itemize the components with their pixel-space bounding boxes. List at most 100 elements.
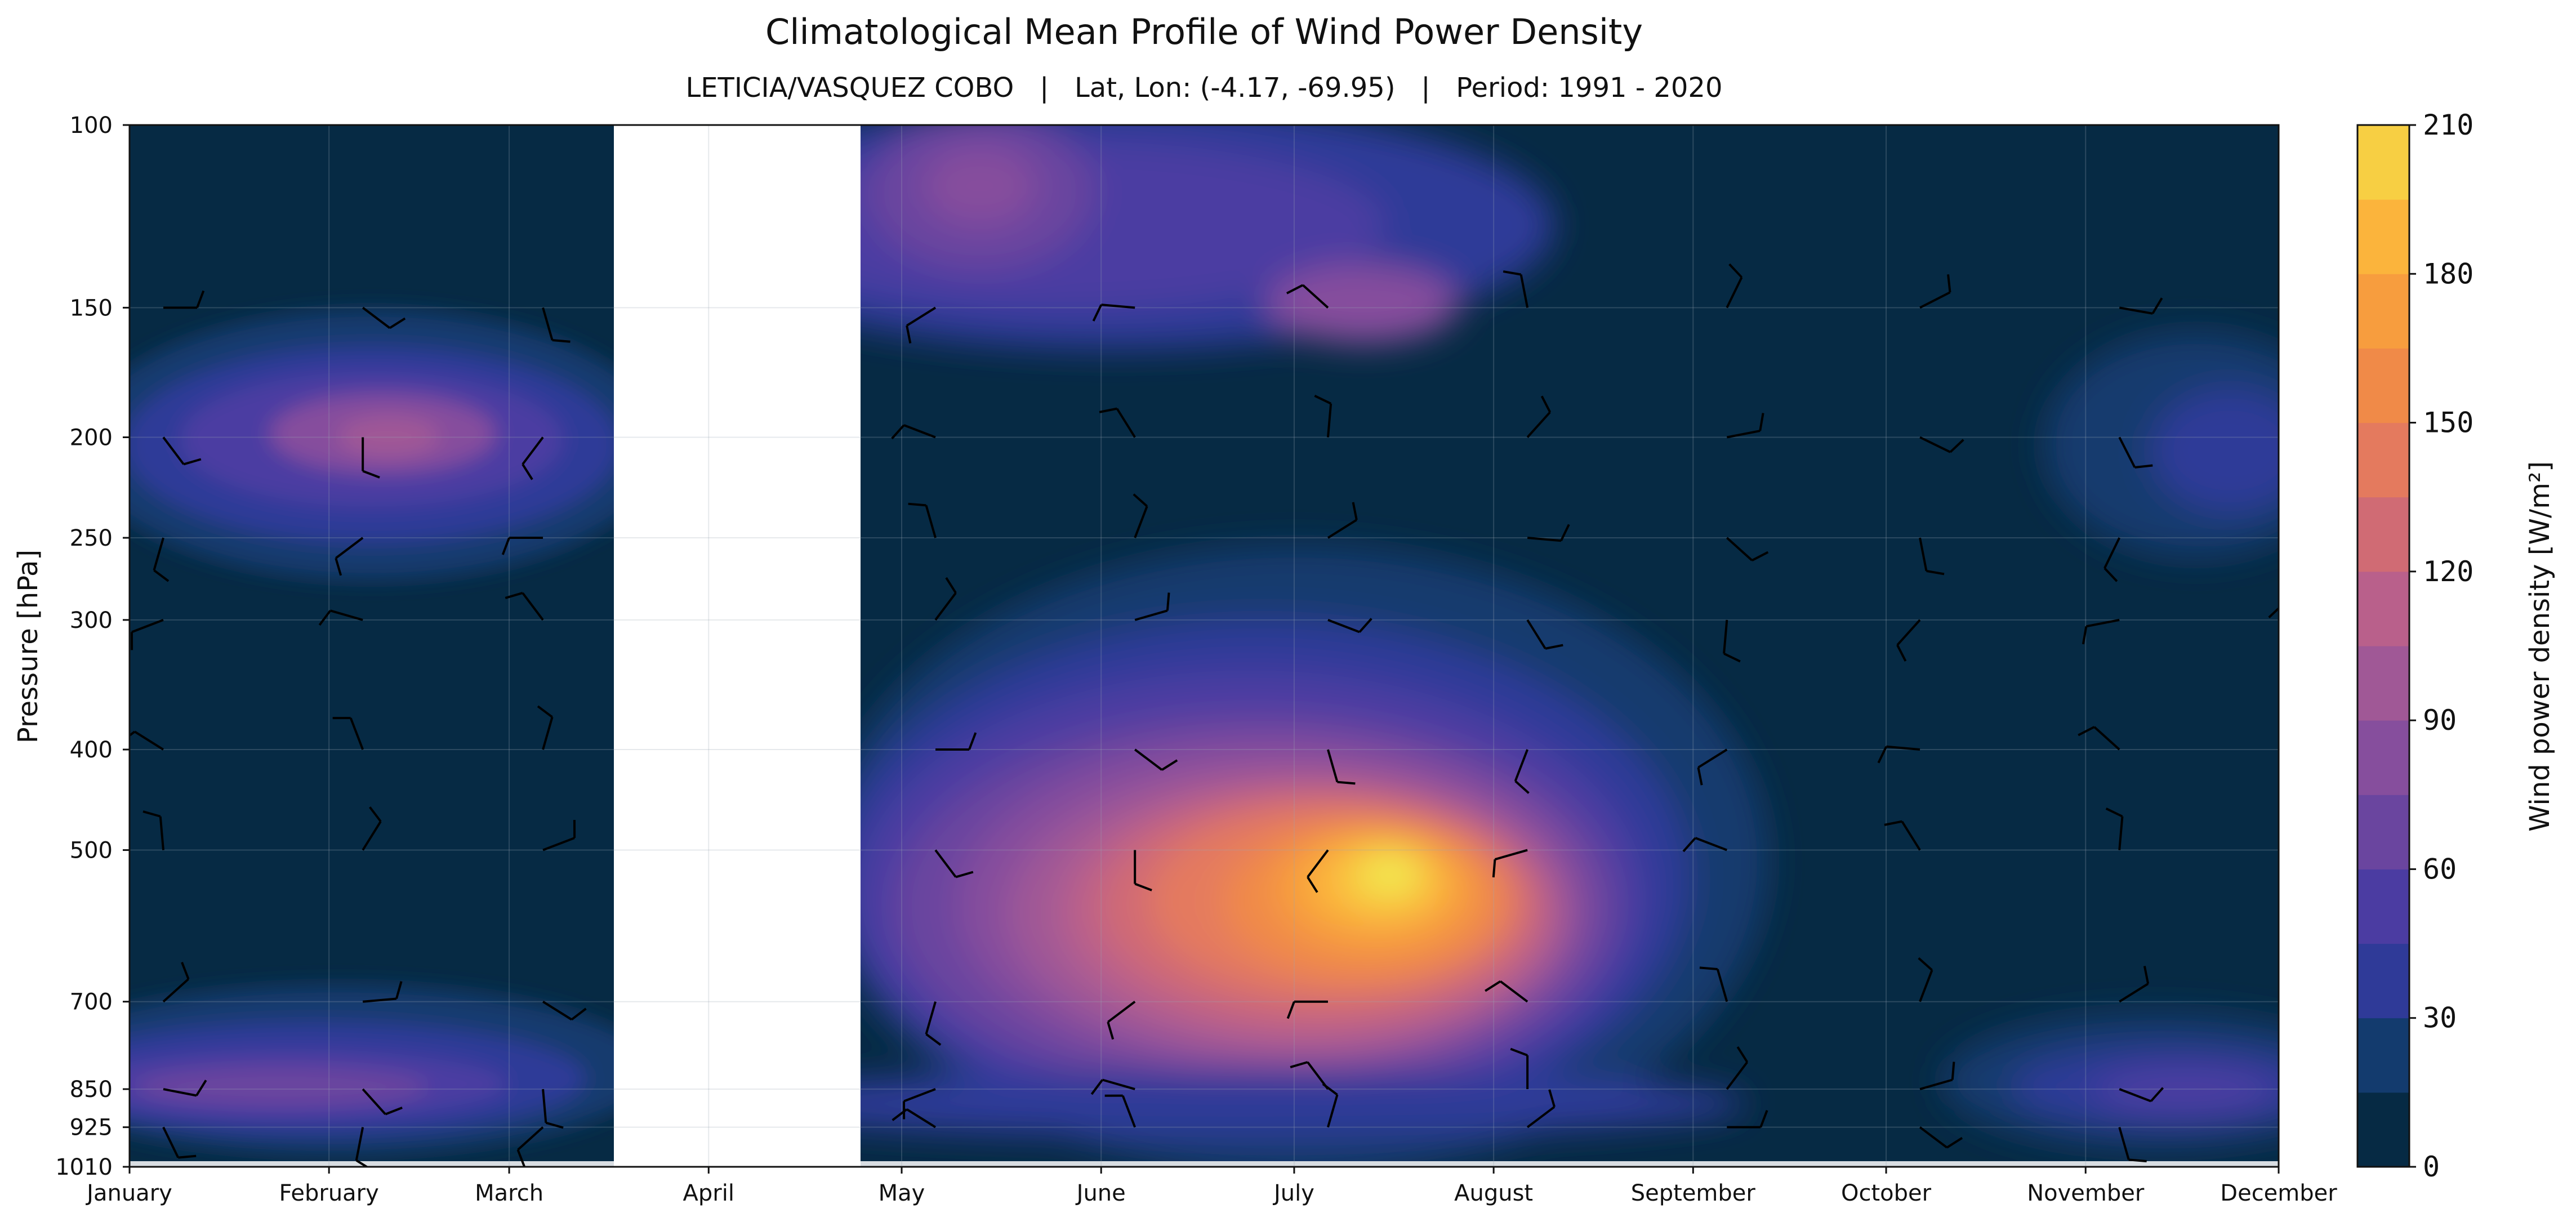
wind-barb-shaft — [1697, 748, 1728, 769]
wind-barb-shaft — [1307, 849, 1329, 878]
wind-barb-flag — [2128, 1158, 2147, 1163]
wind-barb-flag — [362, 470, 380, 479]
colorbar-segment — [2357, 199, 2409, 274]
wind-barb-flag — [2330, 1114, 2348, 1118]
wind-barb-flag — [153, 569, 170, 582]
wpd-nov-dec-lower-peak — [2095, 1067, 2275, 1112]
wind-barb-shaft — [362, 820, 382, 851]
wind-barb-shaft — [2312, 825, 2335, 850]
wind-barb-shaft — [162, 1126, 180, 1158]
colorbar: 0 30 60 90 120 150 180 210 — [2356, 109, 2474, 1183]
wind-barb-shaft — [1134, 506, 1148, 538]
wind-barb-flag — [2134, 464, 2153, 469]
colorbar-segment — [2357, 1018, 2409, 1093]
colorbar-tick-label: 30 — [2423, 1002, 2457, 1034]
wind-barb-shaft — [1327, 519, 1357, 539]
colorbar-segment — [2357, 869, 2409, 944]
wind-barb-flag — [196, 290, 205, 309]
wind-barb-shaft — [1723, 619, 1728, 654]
y-tick-label: 250 — [70, 525, 113, 551]
wind-barb-shaft — [134, 730, 164, 751]
wind-barb-flag — [1503, 270, 1522, 276]
wpd-lowlevel-band — [732, 1070, 1746, 1138]
wind-barb-flag — [1133, 493, 1148, 507]
colorbar-tick-label: 60 — [2423, 853, 2457, 885]
wind-barb-shaft — [329, 609, 363, 621]
x-tick-label: March — [475, 1180, 543, 1206]
wind-barb-shaft — [1116, 408, 1136, 438]
surface-strip-gap — [614, 1161, 861, 1167]
wind-barb-shaft — [1134, 609, 1168, 621]
wind-barb-flag — [1090, 1079, 1104, 1095]
wind-barb-shaft — [1919, 436, 1951, 453]
wind-barb-shaft — [355, 1127, 364, 1161]
colorbar-tick-label: 150 — [2423, 407, 2474, 439]
colorbar-segment — [2357, 795, 2409, 869]
colorbar-segment — [2357, 571, 2409, 646]
wind-barb-shaft — [363, 997, 397, 1003]
y-tick-label: 700 — [70, 989, 113, 1015]
wind-barb-shaft — [903, 1088, 936, 1103]
y-axis-ticks: 100 150 200 250 300 400 500 700 850 925 1010 — [55, 113, 130, 1180]
wind-barb-shaft — [903, 424, 936, 439]
wind-barb-flag — [178, 1154, 197, 1159]
wind-barb-shaft — [335, 537, 364, 559]
y-tick-label: 850 — [70, 1077, 113, 1103]
wind-barb-flag — [1697, 767, 1703, 786]
wind-barb-shaft — [522, 436, 544, 465]
x-tick-label: June — [1075, 1180, 1126, 1206]
wind-barb-flag — [1337, 781, 1356, 785]
wind-barb-flag — [925, 1033, 942, 1046]
wind-barb-shaft — [2093, 726, 2120, 751]
wind-barb-shaft — [2118, 1127, 2130, 1160]
wind-barb-flag — [1926, 569, 1945, 576]
wind-barb-flag — [2346, 988, 2354, 1005]
wind-barb-flag — [2288, 713, 2306, 716]
wind-barb-shaft — [1519, 274, 1529, 308]
wind-barb-shaft — [2118, 816, 2124, 850]
wind-barb-shaft — [2306, 716, 2312, 750]
wind-barb-flag — [2105, 808, 2123, 818]
missing-data-gap — [614, 125, 861, 1167]
chart-title: Climatological Mean Profile of Wind Powe… — [765, 11, 1643, 52]
wind-barb-flag — [1166, 592, 1170, 611]
wind-barb-shaft — [1302, 284, 1329, 309]
wind-barb-shaft — [925, 1001, 937, 1034]
wind-barb-shaft — [906, 1108, 937, 1129]
colorbar-frame — [2356, 124, 2410, 1168]
wind-barb-shaft — [1919, 969, 1933, 1002]
wind-barb-shaft — [906, 306, 937, 327]
wind-barb-shaft — [1919, 291, 1951, 309]
x-tick-label: April — [683, 1180, 734, 1206]
wind-barb-shaft — [542, 837, 575, 851]
wind-barb-shaft — [1121, 1095, 1137, 1128]
wind-barb-flag — [1723, 652, 1741, 663]
colorbar-tick-label: 90 — [2423, 704, 2457, 737]
wind-barb-shaft — [2312, 1089, 2330, 1118]
wind-barb-flag — [968, 732, 977, 750]
wind-barb-flag — [2151, 297, 2163, 314]
colorbar-tick-label: 180 — [2423, 257, 2474, 290]
colorbar-tick-label: 0 — [2423, 1150, 2440, 1183]
wind-barb-flag — [1307, 876, 1318, 893]
wind-barb-shaft — [517, 1126, 544, 1151]
wind-barb-shaft — [2300, 1127, 2312, 1159]
wind-barb-flag — [1759, 413, 1764, 431]
colorbar-tick-label: 120 — [2423, 555, 2474, 588]
wind-barb-shaft — [934, 592, 957, 621]
wind-barb-flag — [1286, 284, 1304, 295]
colorbar-segment — [2357, 943, 2409, 1019]
wind-barb-flag — [2143, 966, 2150, 984]
y-tick-label: 150 — [70, 295, 113, 321]
wind-barb-flag — [1352, 502, 1358, 520]
wind-barb-flag — [1896, 644, 1907, 662]
wind-barb-shaft — [1134, 748, 1163, 771]
wind-barb-flag — [1290, 1061, 1308, 1068]
colorbar-segment — [2357, 497, 2409, 572]
wind-barb-flag — [355, 1159, 369, 1167]
wind-barb-flag — [195, 1080, 207, 1096]
wind-barbs — [130, 263, 2354, 1167]
y-tick-label: 1010 — [55, 1154, 113, 1180]
plot-area — [130, 125, 2354, 1167]
wind-barb-shaft — [522, 592, 544, 621]
